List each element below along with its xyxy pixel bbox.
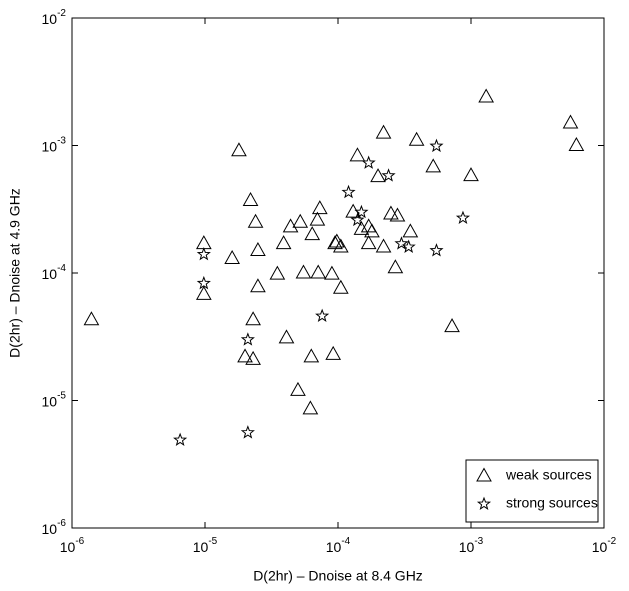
y-tick-label: 10-2: [42, 8, 67, 27]
data-point: [303, 348, 320, 363]
data-point: [245, 350, 261, 365]
data-point: [278, 329, 295, 344]
x-tick-label: 10-2: [592, 536, 617, 555]
plot-frame: [71, 17, 605, 529]
data-point: [353, 220, 370, 235]
data-point: [370, 168, 386, 183]
data-point: [282, 218, 299, 233]
data-point: [242, 192, 259, 207]
legend-marker: [476, 496, 492, 511]
data-point: [455, 210, 471, 225]
data-point: [562, 114, 579, 129]
data-point: [375, 238, 392, 253]
data-point: [310, 264, 327, 279]
data-point: [350, 212, 365, 227]
legend-marker: [476, 467, 492, 482]
data-point: [245, 311, 261, 326]
data-point: [240, 332, 255, 346]
data-point: [332, 238, 349, 253]
data-point: [402, 223, 419, 238]
x-tick-label: 10-4: [326, 536, 351, 555]
data-point: [224, 249, 241, 264]
data-point: [361, 155, 376, 169]
y-tick-label: 10-6: [42, 518, 67, 537]
data-point: [250, 242, 266, 257]
data-point: [394, 236, 409, 250]
data-point: [324, 265, 340, 280]
data-point: [408, 131, 425, 146]
data-point: [304, 226, 321, 241]
data-point: [354, 204, 369, 219]
data-point: [292, 213, 309, 228]
data-point: [364, 223, 380, 238]
data-point: [401, 239, 416, 253]
x-tick-label: 10-3: [459, 536, 484, 555]
data-point: [332, 279, 349, 294]
data-point: [311, 200, 328, 215]
data-point: [309, 211, 326, 226]
data-point: [444, 318, 460, 333]
data-point: [478, 88, 495, 103]
data-point: [83, 311, 100, 326]
data-point: [250, 278, 266, 293]
data-point: [389, 207, 406, 222]
y-tick-label: 10-4: [42, 263, 67, 282]
x-axis-label: D(2hr) – Dnoise at 8.4 GHz: [253, 568, 423, 584]
data-point: [295, 264, 312, 279]
data-point: [195, 235, 212, 250]
legend-label: weak sources: [505, 467, 592, 483]
legend-box: [465, 459, 599, 523]
data-point: [568, 136, 585, 151]
data-point: [387, 259, 404, 274]
legend: weak sources strong sources: [465, 459, 599, 523]
data-point: [231, 142, 247, 157]
data-point: [302, 400, 319, 415]
data-point: [341, 184, 356, 199]
data-point: [196, 246, 211, 261]
data-point: [237, 348, 253, 363]
data-point: [315, 308, 330, 323]
data-point: [327, 235, 343, 250]
data-point: [275, 235, 292, 250]
data-point: [195, 285, 212, 300]
data-point: [325, 345, 342, 360]
data-point: [429, 138, 444, 153]
data-point: [196, 275, 211, 290]
data-point: [463, 167, 479, 182]
data-point: [290, 381, 306, 396]
data-point: [425, 158, 442, 173]
data-point: [381, 168, 396, 182]
x-tick-label: 10-6: [60, 536, 85, 555]
data-point: [375, 124, 392, 139]
y-axis-label: D(2hr) – Dnoise at 4.9 GHz: [7, 188, 23, 358]
data-point: [240, 425, 255, 439]
data-point: [429, 243, 444, 257]
data-point: [349, 147, 366, 162]
data-point: [173, 432, 188, 447]
data-point: [360, 235, 377, 250]
data-point: [247, 213, 264, 228]
x-tick-label: 10-5: [193, 536, 218, 555]
data-point: [383, 205, 399, 220]
data-point: [269, 265, 286, 280]
y-tick-label: 10-3: [42, 135, 67, 154]
y-tick-label: 10-5: [42, 390, 67, 409]
legend-label: strong sources: [506, 495, 598, 511]
